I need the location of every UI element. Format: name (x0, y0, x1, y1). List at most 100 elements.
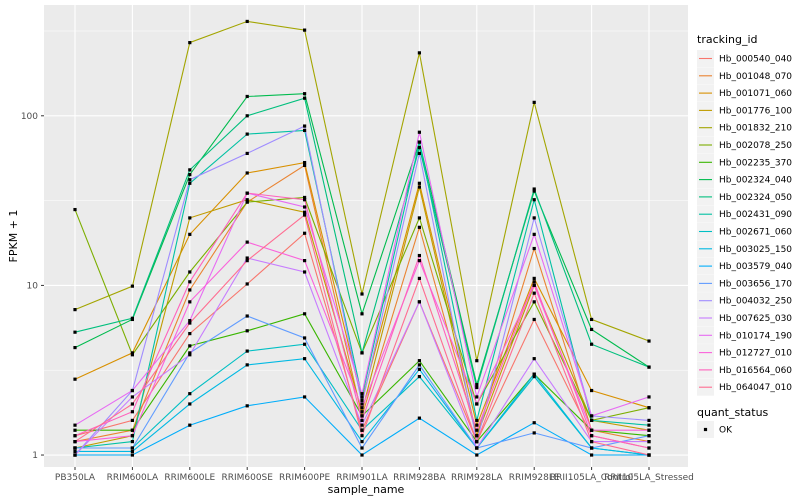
legend-label: Hb_012727_010 (719, 349, 792, 359)
data-point (590, 414, 594, 418)
data-point (303, 92, 307, 96)
data-point (188, 270, 192, 274)
data-point (130, 410, 134, 414)
x-axis: PB350LA RRIM600LA RRIM600LE RRIM600SE RRIM60… (55, 467, 694, 483)
data-point (532, 300, 536, 304)
data-point (303, 342, 307, 346)
data-point (303, 28, 307, 32)
legend-label: Hb_002235_370 (719, 158, 792, 168)
legend-title: tracking_id (697, 33, 758, 46)
legend-label: Hb_003579_040 (719, 262, 792, 272)
data-point (245, 240, 249, 244)
data-point (303, 231, 307, 235)
legend-item: Hb_012727_010 (697, 344, 792, 362)
shape-legend-item: OK (697, 421, 733, 438)
legend-item: Hb_010174_190 (697, 326, 792, 344)
data-point (417, 216, 421, 220)
data-point (417, 151, 421, 156)
data-point (475, 402, 479, 406)
data-point (360, 423, 364, 427)
data-point (303, 160, 307, 165)
data-point (360, 414, 364, 418)
data-point (590, 418, 594, 423)
data-point (590, 327, 594, 332)
data-point (73, 446, 77, 450)
data-point (475, 383, 479, 387)
data-point (360, 395, 364, 399)
legend-item: Hb_004032_250 (697, 292, 792, 310)
y-tick-label: 1 (32, 451, 38, 461)
y-tick-label: 10 (27, 281, 39, 291)
data-point (647, 428, 651, 432)
legend-item: Hb_001776_100 (697, 101, 792, 119)
data-point (475, 446, 479, 450)
series-points (73, 19, 651, 457)
data-point (303, 96, 307, 100)
data-point (532, 317, 536, 322)
data-point (417, 359, 421, 363)
data-point (303, 395, 307, 399)
x-tick-label: RRII105LA_Stressed (604, 473, 694, 483)
data-point (647, 339, 651, 343)
legend-item: Hb_001832_210 (697, 119, 792, 137)
data-point (532, 246, 536, 251)
y-tick-label: 100 (21, 112, 38, 122)
data-point (245, 200, 249, 204)
x-tick-label: RRII105LA_Control (550, 473, 633, 483)
x-tick-label: RRIM600SE (221, 473, 273, 483)
data-point (130, 351, 134, 355)
data-point (360, 418, 364, 423)
legend-item: Hb_007625_030 (697, 309, 792, 327)
data-point (245, 114, 249, 118)
data-point (130, 446, 134, 450)
data-point (532, 100, 536, 104)
legend-key-point (703, 427, 708, 432)
data-point (360, 398, 364, 402)
data-point (360, 434, 364, 438)
data-point (130, 439, 134, 444)
legend-item: Hb_001071_060 (697, 84, 792, 102)
data-point (303, 163, 307, 167)
data-point (590, 342, 594, 346)
legend-label: Hb_000540_040 (719, 55, 792, 65)
data-point (590, 439, 594, 444)
data-point (303, 205, 307, 209)
data-point (532, 291, 536, 295)
data-point (532, 372, 536, 376)
data-point (475, 439, 479, 444)
data-point (130, 449, 134, 454)
x-tick-label: RRIM600LE (164, 473, 215, 483)
data-point (188, 280, 192, 284)
legend-item: Hb_016564_060 (697, 361, 792, 379)
data-point (188, 178, 192, 182)
legend-label: Hb_010174_190 (719, 331, 792, 341)
data-point (647, 434, 651, 438)
data-point (360, 406, 364, 410)
data-point (245, 151, 249, 156)
legend-label: Hb_001832_210 (719, 124, 792, 134)
data-point (188, 344, 192, 348)
data-point (188, 331, 192, 336)
shape-legend-title: quant_status (697, 406, 769, 419)
legend-label: Hb_003025_150 (719, 245, 792, 255)
data-point (417, 225, 421, 229)
legend-item: Hb_002431_090 (697, 205, 792, 223)
legend-item: Hb_003579_040 (697, 257, 792, 275)
data-point (475, 434, 479, 438)
data-point (303, 336, 307, 340)
legend-label: Hb_001048_070 (719, 72, 792, 82)
legend-item: Hb_064047_010 (697, 378, 792, 396)
data-point (188, 321, 192, 325)
data-point (130, 353, 134, 357)
data-point (245, 94, 249, 99)
data-point (303, 270, 307, 274)
x-tick-label: RRIM928LE (509, 473, 560, 483)
data-point (417, 276, 421, 280)
legend-label: Hb_002078_250 (719, 141, 792, 151)
data-point (475, 359, 479, 363)
data-point (130, 418, 134, 423)
data-point (532, 421, 536, 425)
data-point (188, 319, 192, 323)
data-point (188, 402, 192, 406)
